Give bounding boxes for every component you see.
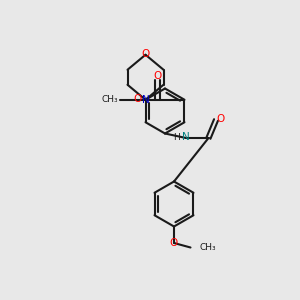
Text: N: N [182, 132, 190, 142]
Text: H: H [174, 133, 180, 142]
Text: O: O [216, 113, 225, 124]
Text: O: O [170, 238, 178, 248]
Text: O: O [133, 94, 142, 104]
Text: O: O [141, 50, 150, 59]
Text: CH₃: CH₃ [200, 243, 216, 252]
Text: O: O [153, 71, 162, 81]
Text: N: N [142, 95, 149, 105]
Text: CH₃: CH₃ [102, 95, 119, 104]
